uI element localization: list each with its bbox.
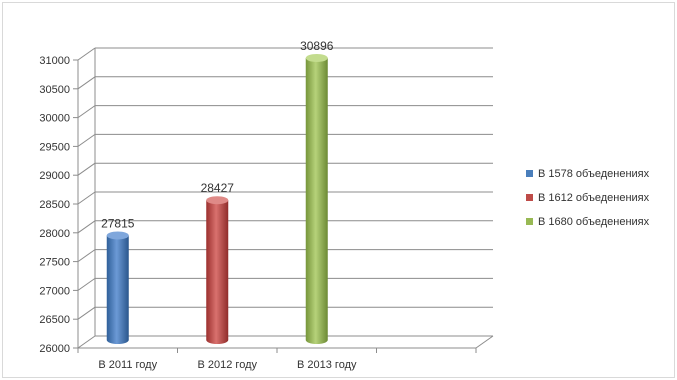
- bar: [106, 235, 129, 344]
- bar-top: [106, 231, 129, 240]
- data-label: 27815: [101, 216, 135, 230]
- y-tick-label: 29500: [39, 141, 70, 153]
- x-tick-label: В 2012 году: [198, 359, 258, 371]
- legend-entry: В 1612 объеденениях: [538, 192, 650, 204]
- y-tick-label: 30500: [39, 84, 70, 96]
- y-tick-label: 26000: [39, 343, 70, 355]
- gridline-depth: [77, 162, 96, 176]
- chart-plot: 26000 26500 27000 27500 28000 28500 29000 29500…: [39, 39, 650, 371]
- y-tick-label: 26500: [39, 314, 70, 326]
- bar: [305, 57, 328, 345]
- legend: В 1578 объеденениях В 1612 объеденениях В …: [526, 168, 650, 228]
- legend-marker: [526, 218, 533, 225]
- bar: [206, 200, 229, 344]
- gridline-depth: [77, 277, 96, 291]
- y-tick-label: 28500: [39, 199, 70, 211]
- gridline-depth: [77, 133, 96, 147]
- axis-layer: 26000 26500 27000 27500 28000 28500 29000 29500…: [39, 48, 494, 371]
- bars-layer: [106, 53, 328, 345]
- bar-top: [305, 53, 328, 62]
- y-tick-label: 30000: [39, 113, 70, 125]
- gridline-depth: [77, 191, 96, 205]
- y-tick-label: 27500: [39, 257, 70, 269]
- legend-marker: [526, 170, 533, 177]
- gridline-depth: [77, 335, 96, 349]
- data-label: 30896: [300, 39, 334, 53]
- x-axis-depth: [475, 335, 494, 349]
- gridline-depth: [77, 306, 96, 320]
- gridline-depth: [77, 105, 96, 119]
- x-tick-label: В 2013 году: [297, 359, 357, 371]
- legend-marker: [526, 194, 533, 201]
- gridline-depth: [77, 220, 96, 234]
- y-tick-label: 31000: [39, 55, 70, 67]
- gridline-depth: [77, 249, 96, 263]
- grid-layer: [77, 47, 493, 349]
- y-tick-label: 29000: [39, 170, 70, 182]
- y-tick-label: 28000: [39, 228, 70, 240]
- bar-top: [206, 196, 229, 205]
- legend-entry: В 1680 объеденениях: [538, 216, 650, 228]
- gridline-depth: [77, 76, 96, 90]
- x-tick-label: В 2011 году: [98, 359, 157, 371]
- legend-entry: В 1578 объеденениях: [538, 168, 650, 180]
- labels-layer: 27815 28427 30896: [101, 39, 334, 230]
- data-label: 28427: [201, 181, 235, 195]
- gridline-depth: [77, 47, 96, 61]
- y-tick-label: 27000: [39, 285, 70, 297]
